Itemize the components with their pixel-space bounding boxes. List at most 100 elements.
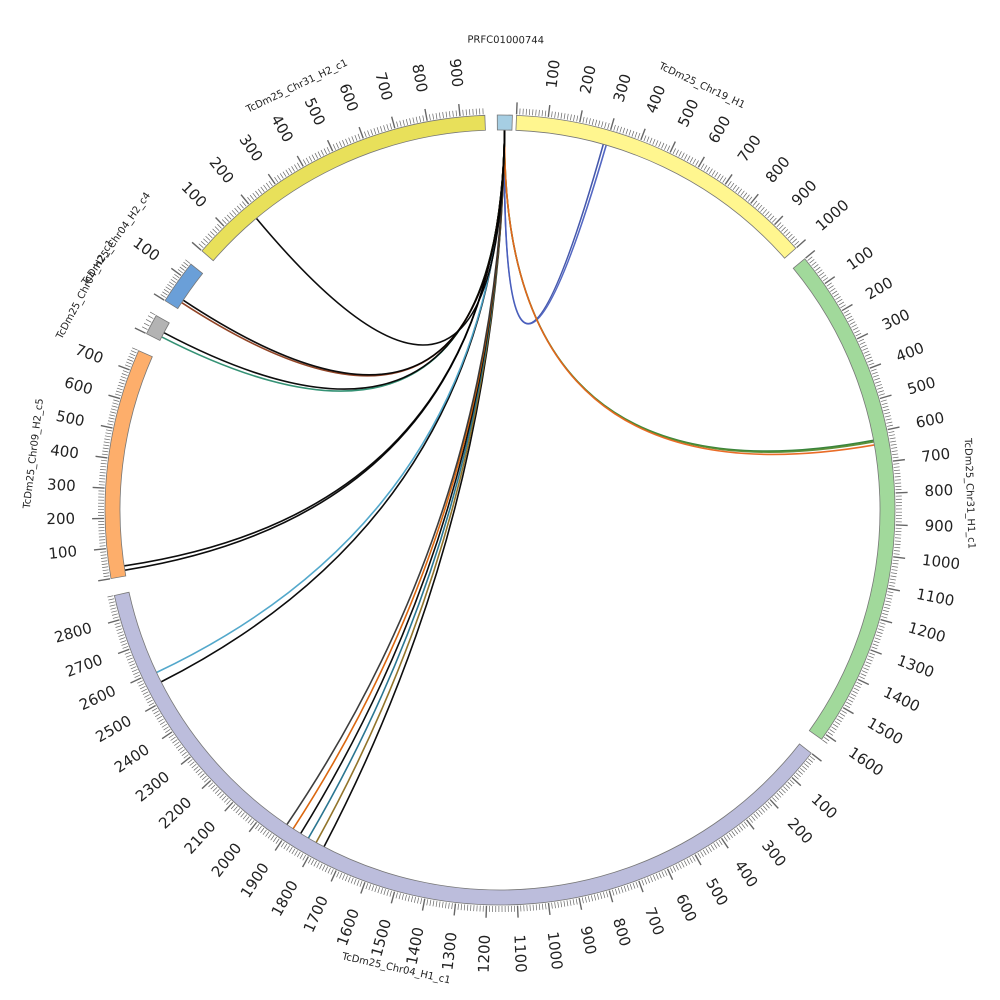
minor-tick — [138, 683, 145, 687]
minor-tick — [697, 852, 702, 859]
minor-tick — [727, 181, 732, 187]
minor-tick — [167, 283, 173, 288]
major-tick — [669, 141, 676, 153]
minor-tick — [240, 812, 245, 818]
minor-tick — [373, 128, 377, 135]
minor-tick — [760, 206, 765, 212]
minor-tick — [445, 902, 447, 909]
minor-tick — [733, 829, 739, 835]
minor-tick — [128, 355, 135, 359]
minor-tick — [368, 884, 372, 891]
minor-tick — [121, 373, 128, 376]
minor-tick — [755, 202, 760, 208]
minor-tick — [457, 903, 459, 910]
minor-tick — [402, 119, 405, 126]
minor-tick — [891, 450, 898, 452]
minor-tick — [134, 674, 141, 678]
tick-label: 200 — [46, 510, 75, 529]
minor-tick — [861, 670, 868, 674]
minor-tick — [678, 151, 682, 157]
minor-tick — [324, 866, 329, 873]
minor-tick — [231, 210, 237, 216]
minor-tick — [221, 795, 227, 801]
minor-tick — [144, 694, 150, 698]
minor-tick — [109, 414, 116, 417]
minor-tick — [831, 290, 838, 295]
minor-tick — [892, 456, 899, 459]
tick-label: 2400 — [111, 740, 153, 776]
minor-tick — [208, 782, 214, 788]
tick-label: 1900 — [237, 859, 273, 901]
chromosome-arc-chr31_h2 — [201, 114, 486, 262]
link-chr04_h1-1770 — [323, 129, 506, 848]
minor-tick — [891, 566, 898, 568]
minor-tick — [221, 219, 227, 225]
minor-tick — [262, 829, 267, 835]
minor-tick — [282, 171, 287, 177]
minor-tick — [268, 180, 273, 187]
minor-tick — [99, 545, 106, 547]
minor-tick — [410, 896, 413, 903]
minor-tick — [891, 447, 898, 449]
minor-tick — [875, 634, 882, 638]
minor-tick — [181, 751, 187, 757]
minor-tick — [100, 554, 107, 556]
minor-tick — [191, 763, 197, 769]
minor-tick — [889, 581, 896, 584]
minor-tick — [858, 338, 865, 343]
minor-tick — [863, 350, 870, 354]
major-tick — [92, 486, 105, 489]
minor-tick — [874, 377, 880, 381]
minor-tick — [210, 784, 216, 790]
minor-tick — [174, 741, 180, 746]
minor-tick — [628, 129, 632, 136]
minor-tick — [713, 843, 718, 849]
major-tick — [144, 704, 156, 713]
minor-tick — [664, 869, 668, 876]
minor-tick — [611, 889, 615, 896]
minor-tick — [226, 799, 231, 805]
minor-tick — [871, 371, 878, 375]
minor-tick — [708, 846, 712, 852]
minor-tick — [223, 797, 229, 803]
minor-tick — [647, 877, 651, 884]
minor-tick — [795, 772, 801, 778]
minor-tick — [170, 278, 176, 283]
major-tick — [666, 868, 674, 881]
minor-tick — [100, 557, 107, 559]
minor-tick — [465, 109, 467, 116]
minor-tick — [100, 551, 107, 553]
minor-tick — [824, 737, 830, 742]
tick-label: 1000 — [921, 551, 961, 573]
minor-tick — [127, 358, 134, 362]
major-tick — [161, 731, 173, 740]
minor-tick — [747, 196, 753, 202]
minor-tick — [863, 667, 869, 671]
minor-tick — [102, 447, 109, 450]
major-tick — [724, 174, 733, 185]
minor-tick — [101, 563, 108, 565]
tick-label: 400 — [731, 857, 762, 891]
minor-tick — [892, 453, 899, 456]
major-tick — [201, 779, 212, 790]
minor-tick — [888, 584, 895, 587]
minor-tick — [321, 865, 326, 871]
minor-tick — [307, 857, 312, 864]
tick-label: 1200 — [906, 618, 948, 646]
minor-tick — [357, 133, 361, 140]
minor-tick — [591, 118, 594, 125]
minor-tick — [866, 356, 872, 360]
minor-tick — [137, 680, 143, 684]
minor-tick — [582, 116, 585, 123]
minor-tick — [364, 131, 367, 138]
tick-label: 100 — [130, 234, 164, 265]
minor-tick — [370, 129, 373, 136]
minor-tick — [326, 146, 330, 153]
major-tick — [108, 394, 121, 400]
minor-tick — [288, 846, 293, 853]
minor-tick — [880, 399, 887, 402]
minor-tick — [658, 141, 662, 148]
minor-tick — [302, 854, 306, 861]
minor-tick — [889, 578, 896, 581]
tick-label: 1400 — [403, 926, 428, 967]
